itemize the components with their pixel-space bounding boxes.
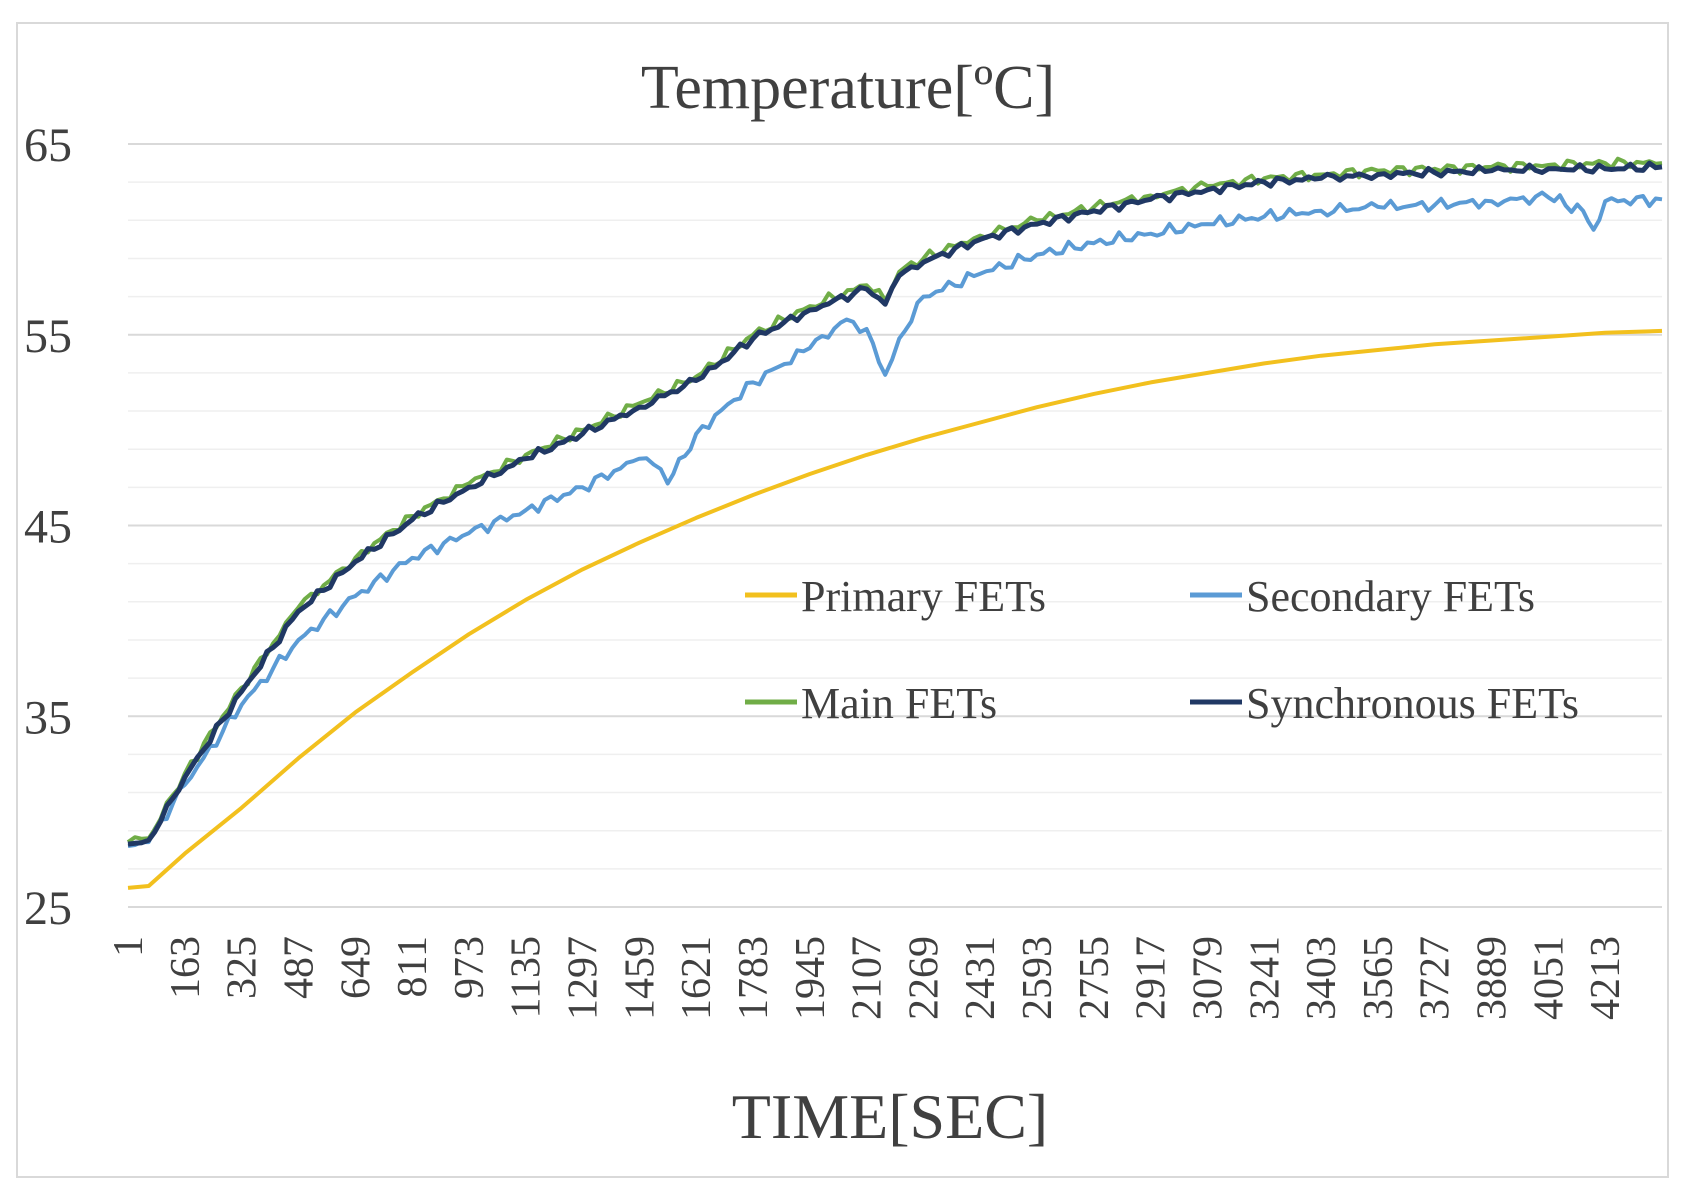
x-tick-label: 2431 (958, 936, 1004, 1020)
x-axis-title: TIME[SEC] (732, 1081, 1048, 1152)
x-tick-label: 1135 (504, 936, 550, 1018)
x-tick-label: 2269 (901, 936, 947, 1020)
y-axis: 25 35 45 55 65 (24, 119, 72, 935)
series-line-main-fets (126, 156, 1663, 844)
y-tick-label: 65 (24, 119, 72, 172)
x-tick-label: 487 (276, 936, 322, 999)
x-tick-label: 3079 (1185, 936, 1231, 1020)
legend-label: Primary FETs (801, 572, 1046, 621)
legend-label: Synchronous FETs (1246, 679, 1579, 728)
legend-label: Secondary FETs (1246, 572, 1535, 621)
x-tick-label: 3403 (1299, 936, 1345, 1020)
legend: Primary FETs Secondary FETs Main FETs Synch… (745, 572, 1579, 728)
y-tick-label: 55 (24, 310, 72, 363)
minor-gridlines (128, 181, 1662, 870)
x-axis: 1 163 325 487 649 811 973 1135 1297 1459 1621 1783 1… (106, 936, 1629, 1020)
x-tick-label: 973 (447, 936, 493, 999)
chart-title: Temperature[ºC] (641, 54, 1055, 122)
x-tick-label: 1621 (674, 936, 720, 1020)
x-tick-label: 1945 (788, 936, 834, 1020)
x-tick-label: 163 (163, 936, 209, 999)
x-tick-label: 649 (333, 936, 379, 999)
x-tick-label: 1 (106, 936, 152, 957)
x-tick-label: 3889 (1470, 936, 1516, 1020)
x-tick-label: 3241 (1242, 936, 1288, 1020)
y-tick-label: 45 (24, 501, 72, 554)
x-tick-label: 3565 (1356, 936, 1402, 1020)
x-tick-label: 4213 (1583, 936, 1629, 1020)
plot-area (126, 156, 1663, 890)
chart-frame (16, 22, 1669, 1178)
series-line-primary-fets (127, 328, 1663, 890)
series-line-secondary-fets (127, 190, 1663, 848)
x-tick-label: 1297 (561, 936, 607, 1020)
x-tick-label: 3727 (1413, 936, 1459, 1020)
y-tick-label: 35 (24, 691, 72, 744)
x-tick-label: 2755 (1072, 936, 1118, 1020)
x-tick-label: 2917 (1129, 936, 1175, 1020)
x-tick-label: 811 (390, 936, 436, 997)
x-tick-label: 2107 (845, 936, 891, 1020)
legend-label: Main FETs (801, 679, 997, 728)
x-tick-label: 2593 (1015, 936, 1061, 1020)
series-line-synchronous-fets (127, 160, 1663, 847)
x-tick-label: 325 (220, 936, 266, 999)
y-tick-label: 25 (24, 882, 72, 935)
major-gridlines (128, 143, 1662, 908)
x-tick-label: 1459 (617, 936, 663, 1020)
x-tick-label: 1783 (731, 936, 777, 1020)
x-tick-label: 4051 (1526, 936, 1572, 1020)
